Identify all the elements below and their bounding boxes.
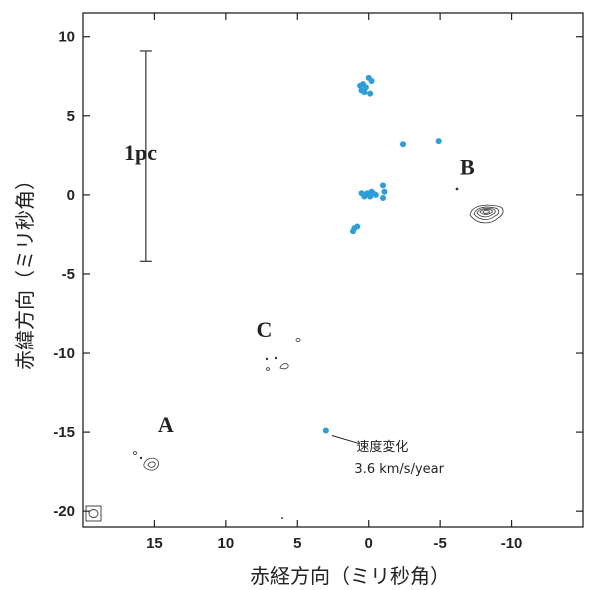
contour-c [265,337,301,371]
maser-spot [362,84,369,91]
annotation-leader-line [331,435,361,445]
maser-spots [322,74,442,434]
contour-a [133,451,159,471]
y-tick-label: -15 [53,424,75,441]
x-tick-label: 10 [218,535,235,552]
maser-spot [400,141,406,148]
maser-spot [372,191,379,198]
annotation-velocity-value: 3.6 km/s/year [354,462,444,477]
x-tick-label: -10 [501,535,523,552]
y-tick-label: 5 [67,108,75,125]
maser-spot [361,89,368,96]
x-tick-label: -5 [433,535,446,552]
maser-spot [365,191,372,198]
y-axis-title: 赤緯方向（ミリ秒角） [13,170,37,370]
plot-frame [82,12,584,528]
stray-dot [281,517,283,519]
region-label-c: C [256,317,272,342]
maser-spot [435,138,442,145]
y-tick-label: -20 [53,503,75,520]
scale-bar: 1pc [124,50,157,262]
y-axis-ticks: 10 5 0 -5 -10 -15 -20 [53,29,583,520]
beam-symbol [85,505,102,522]
maser-spot [368,78,375,85]
maser-spot [380,195,386,202]
region-label-a: A [158,412,174,437]
maser-spot [381,188,388,195]
region-label-b: B [460,154,475,179]
y-tick-label: 0 [67,187,75,204]
y-tick-label: 10 [58,29,75,46]
maser-spot [354,223,361,230]
x-tick-label: 0 [365,535,373,552]
y-tick-label: -10 [53,345,75,362]
x-axis-title: 赤経方向（ミリ秒角） [250,564,450,588]
contour-b [455,187,504,224]
y-tick-label: -5 [62,266,75,283]
maser-spot [350,228,356,235]
maser-spot [367,90,374,97]
x-tick-label: 15 [146,535,163,552]
maser-spot [380,182,386,189]
x-tick-label: 5 [293,535,301,552]
scale-bar-label: 1pc [124,140,157,165]
annotation-velocity-label: 速度変化 [356,439,408,455]
maser-spot [322,427,329,434]
x-axis-ticks: 15 10 5 0 -5 -10 [146,13,522,552]
